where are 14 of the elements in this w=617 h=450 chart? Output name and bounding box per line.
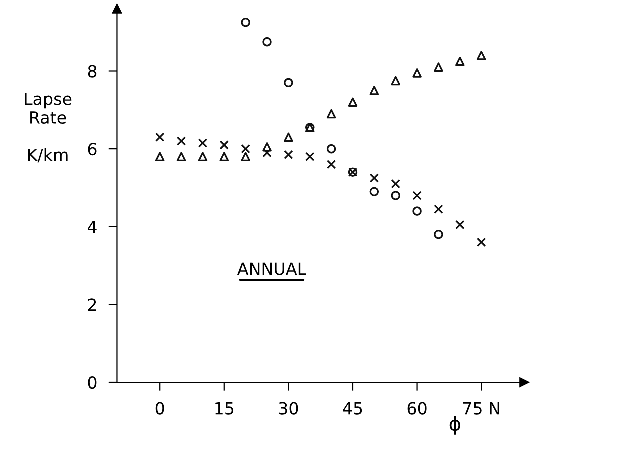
x-tick-label: 45 xyxy=(343,402,362,415)
x-tick-label: 0 xyxy=(156,402,164,415)
annotation: ANNUAL xyxy=(237,262,306,276)
text: Lapse Rate K/km xyxy=(25,92,72,163)
y-tick-label: 2 xyxy=(88,298,96,312)
x-tick-label: 60 xyxy=(408,402,427,415)
x-tick-label: 30 xyxy=(279,402,298,415)
y-tick-label: 0 xyxy=(88,376,97,390)
x-tick-label: 75 N xyxy=(463,402,500,415)
y-tick-label: 8 xyxy=(88,65,97,78)
y-tick-label: 4 xyxy=(88,221,97,234)
x-axis-title: ϕ xyxy=(450,416,461,435)
x-tick-label: 15 xyxy=(216,402,234,415)
y-tick-label: 6 xyxy=(88,143,97,156)
